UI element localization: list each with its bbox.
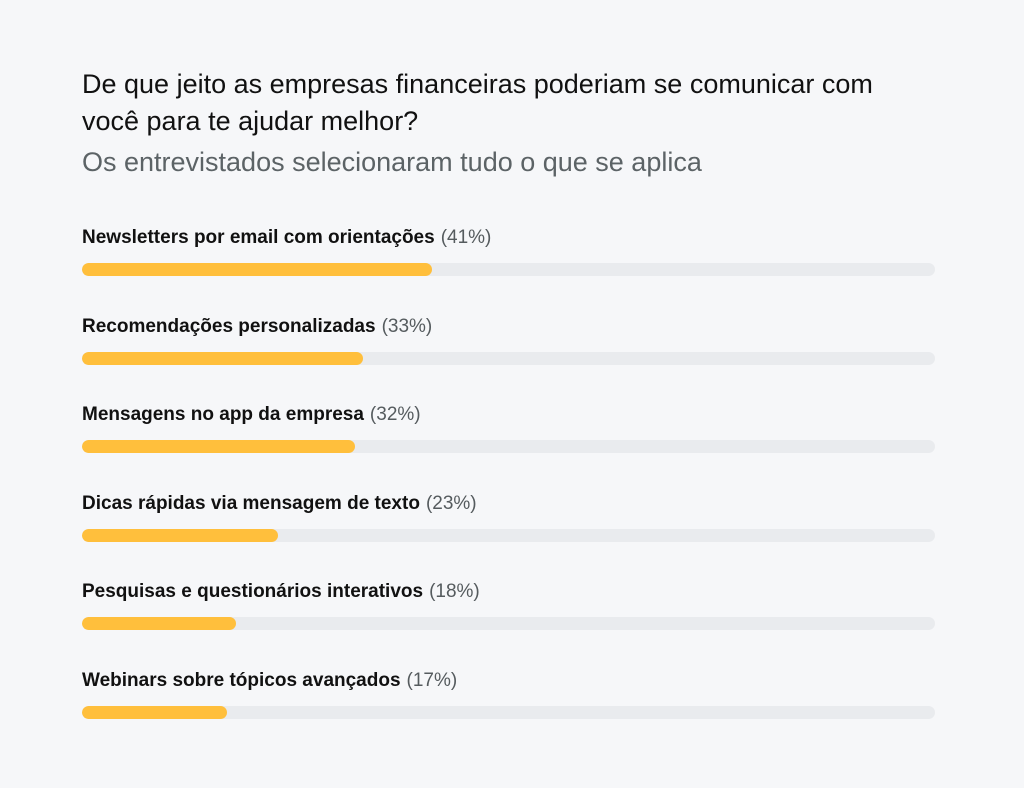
bar: [82, 528, 279, 542]
bar-track: [82, 528, 935, 542]
bar-row: Newsletters por email com orientações (41…: [82, 225, 935, 314]
bar-label: Dicas rápidas via mensagem de texto (23%): [82, 491, 935, 517]
bar: [82, 705, 227, 719]
bar-value-label: (32%): [369, 404, 421, 425]
bar: [82, 351, 364, 365]
bar-value-label: (33%): [381, 315, 433, 337]
bar-value-label: (18%): [429, 581, 480, 602]
bar: [82, 617, 236, 630]
bar-label: Recomendações personalizadas (33%): [82, 314, 935, 340]
bar-value-label: (17%): [406, 669, 458, 691]
bar-label: Webinars sobre tópicos avançados (17%): [82, 668, 935, 694]
bar-row: Dicas rápidas via mensagem de texto (23%): [82, 491, 935, 580]
bar-value-label: (41%): [440, 227, 492, 248]
bar-value-label: (23%): [425, 492, 477, 514]
bar-track: [82, 263, 935, 276]
bar-category-label: Newsletters por email com orientações: [82, 227, 435, 248]
bar-category-label: Pesquisas e questionários interativos: [82, 581, 424, 602]
chart-title: De que jeito as empresas financeiras pod…: [82, 69, 873, 136]
survey-card: De que jeito as empresas financeiras pod…: [82, 66, 935, 756]
bar: [82, 440, 355, 453]
bar-label: Mensagens no app da empresa (32%): [82, 402, 935, 428]
bar-category-label: Recomendações personalizadas: [82, 315, 376, 337]
bar-category-label: Dicas rápidas via mensagem de texto: [82, 492, 420, 514]
bar: [82, 263, 432, 276]
bar-row: Webinars sobre tópicos avançados (17%): [82, 668, 935, 757]
bar-label: Newsletters por email com orientações (41…: [82, 225, 935, 251]
bar-row: Recomendações personalizadas (33%): [82, 314, 935, 403]
bar-track: [82, 705, 935, 719]
bar-category-label: Webinars sobre tópicos avançados: [82, 669, 401, 691]
bar-track: [82, 617, 935, 630]
bar-track: [82, 351, 935, 365]
chart-subtitle: Os entrevistados selecionaram tudo o que…: [82, 147, 702, 177]
bar-category-label: Mensagens no app da empresa: [82, 404, 364, 425]
bar-track: [82, 440, 935, 453]
bar-row: Pesquisas e questionários interativos (18…: [82, 579, 935, 668]
bar-label: Pesquisas e questionários interativos (18…: [82, 579, 935, 605]
bar-row: Mensagens no app da empresa (32%): [82, 402, 935, 491]
bar-list: Newsletters por email com orientações (41…: [82, 225, 935, 756]
